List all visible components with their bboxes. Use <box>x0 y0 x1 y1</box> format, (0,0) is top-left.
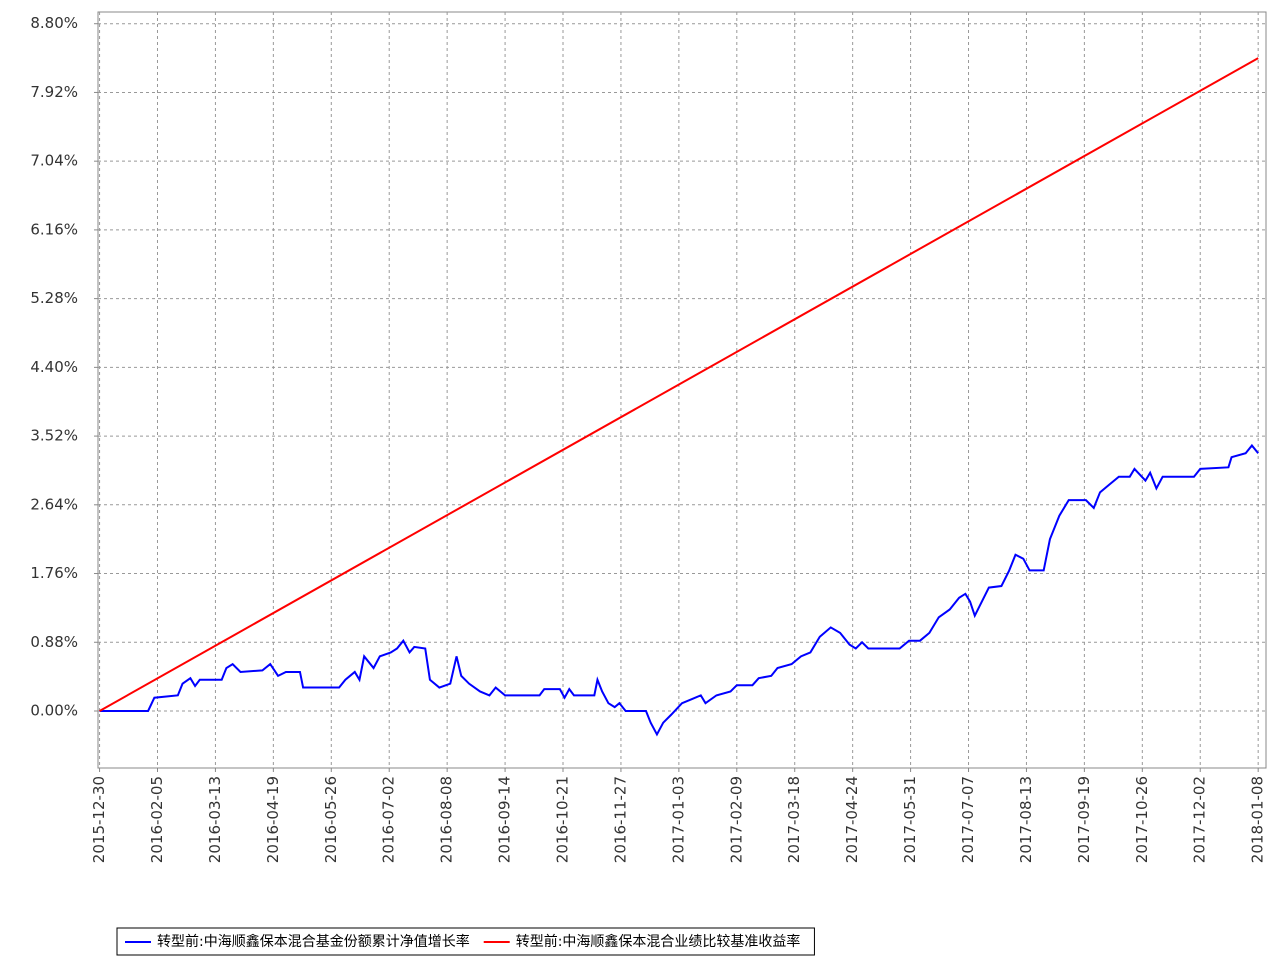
x-tick-label: 2017-03-18 <box>785 776 803 863</box>
x-tick-label: 2016-11-27 <box>611 776 629 863</box>
series-line <box>99 443 1259 737</box>
x-tick-label: 2016-02-05 <box>148 776 166 863</box>
y-tick-label: 8.80% <box>30 14 78 32</box>
x-tick-label: 2016-05-26 <box>322 776 340 863</box>
y-tick-label: 7.92% <box>30 83 78 101</box>
series-line <box>99 57 1259 712</box>
x-tick-label: 2017-12-02 <box>1191 776 1209 863</box>
y-tick-label: 3.52% <box>30 427 78 445</box>
x-tick-label: 2016-04-19 <box>264 776 282 863</box>
y-tick-label: 6.16% <box>30 220 78 238</box>
y-tick-label: 2.64% <box>30 495 78 513</box>
y-tick-label: 7.04% <box>30 152 78 170</box>
x-tick-label: 2017-07-07 <box>959 776 977 863</box>
x-tick-label: 2016-07-02 <box>380 776 398 863</box>
x-tick-label: 2017-10-26 <box>1133 776 1151 863</box>
x-tick-label: 2017-08-13 <box>1017 776 1035 863</box>
x-tick-label: 2016-03-13 <box>206 776 224 863</box>
x-tick-label: 2016-10-21 <box>554 776 572 863</box>
legend-box <box>116 927 815 956</box>
x-tick-label: 2017-04-24 <box>843 776 861 863</box>
x-tick-label: 2016-08-08 <box>438 776 456 863</box>
legend-label: 转型前:中海顺鑫保本混合业绩比较基准收益率 <box>516 933 801 950</box>
x-tick-label: 2016-09-14 <box>496 776 514 863</box>
legend: 转型前:中海顺鑫保本混合基金份额累计净值增长率 转型前:中海顺鑫保本混合业绩比较基… <box>116 927 815 956</box>
x-tick-label: 2018-01-08 <box>1249 776 1267 863</box>
x-tick-label: 2015-12-30 <box>90 776 108 863</box>
x-tick-label: 2017-05-31 <box>901 776 919 863</box>
legend-label: 转型前:中海顺鑫保本混合基金份额累计净值增长率 <box>157 933 470 950</box>
y-tick-label: 5.28% <box>30 289 78 307</box>
x-tick-label: 2017-02-09 <box>727 776 745 863</box>
y-tick-label: 4.40% <box>30 358 78 376</box>
y-tick-label: 0.88% <box>30 633 78 651</box>
x-tick-label: 2017-09-19 <box>1075 776 1093 863</box>
y-tick-label: 0.00% <box>30 701 78 719</box>
x-tick-label: 2017-01-03 <box>669 776 687 863</box>
y-tick-label: 1.76% <box>30 564 78 582</box>
